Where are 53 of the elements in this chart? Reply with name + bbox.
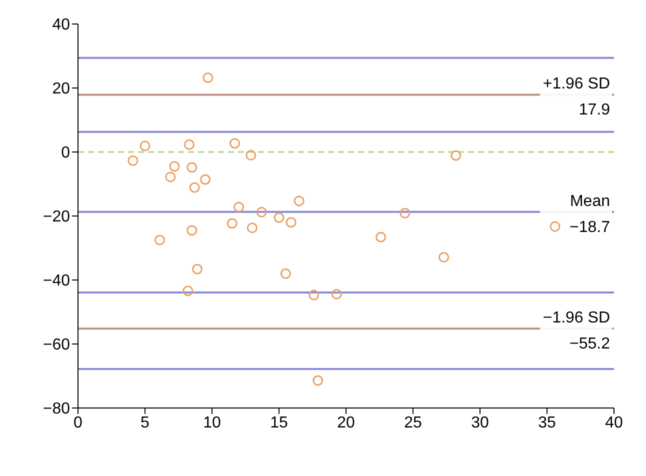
point (192, 264, 203, 274)
point (308, 290, 320, 300)
point (450, 150, 462, 161)
annotation: −18.7 (570, 218, 610, 236)
point (184, 139, 194, 150)
x-tick-label: 40 (605, 414, 623, 432)
point (376, 232, 386, 242)
point (246, 150, 256, 160)
point (230, 138, 240, 149)
point (186, 225, 198, 236)
ref-line-label: Mean (570, 192, 610, 210)
point (169, 161, 180, 172)
point (140, 140, 150, 152)
x-tick-label: 30 (471, 414, 489, 432)
point (234, 202, 244, 212)
point (331, 288, 342, 300)
x-tick-label: 10 (203, 414, 221, 432)
point (202, 72, 214, 84)
y-tick-label: −40 (42, 272, 70, 290)
x-tick-label: 15 (270, 414, 288, 432)
y-tick-label: 20 (52, 80, 70, 98)
point (186, 162, 198, 173)
point (550, 221, 560, 232)
point (438, 252, 450, 263)
point (280, 268, 291, 279)
point (154, 234, 166, 246)
x-tick-label: 5 (140, 414, 150, 432)
point (165, 172, 176, 182)
point (256, 206, 267, 218)
point (400, 208, 410, 218)
point (128, 155, 138, 166)
x-tick-label: 0 (74, 414, 83, 432)
point (182, 286, 194, 296)
ref-line-label: +1.96 SD (542, 76, 610, 93)
x-tick-label: 35 (538, 414, 556, 432)
point (246, 222, 258, 234)
point (226, 218, 238, 229)
point (312, 375, 324, 386)
point (200, 174, 211, 185)
x-tick-label: 20 (337, 414, 355, 432)
point (274, 212, 284, 223)
x-tick-label: 25 (404, 414, 422, 432)
y-tick-label: −60 (42, 336, 70, 354)
annotation: −55.2 (570, 336, 610, 353)
point (189, 182, 200, 193)
y-tick-label: 0 (61, 144, 70, 162)
y-tick-label: 40 (52, 16, 70, 34)
point (294, 196, 304, 206)
point (286, 217, 296, 228)
y-tick-label: −20 (42, 208, 70, 226)
ref-line-label: −1.96 SD (542, 310, 610, 327)
annotation: 17.9 (578, 102, 610, 119)
y-tick-label: −80 (42, 400, 70, 418)
